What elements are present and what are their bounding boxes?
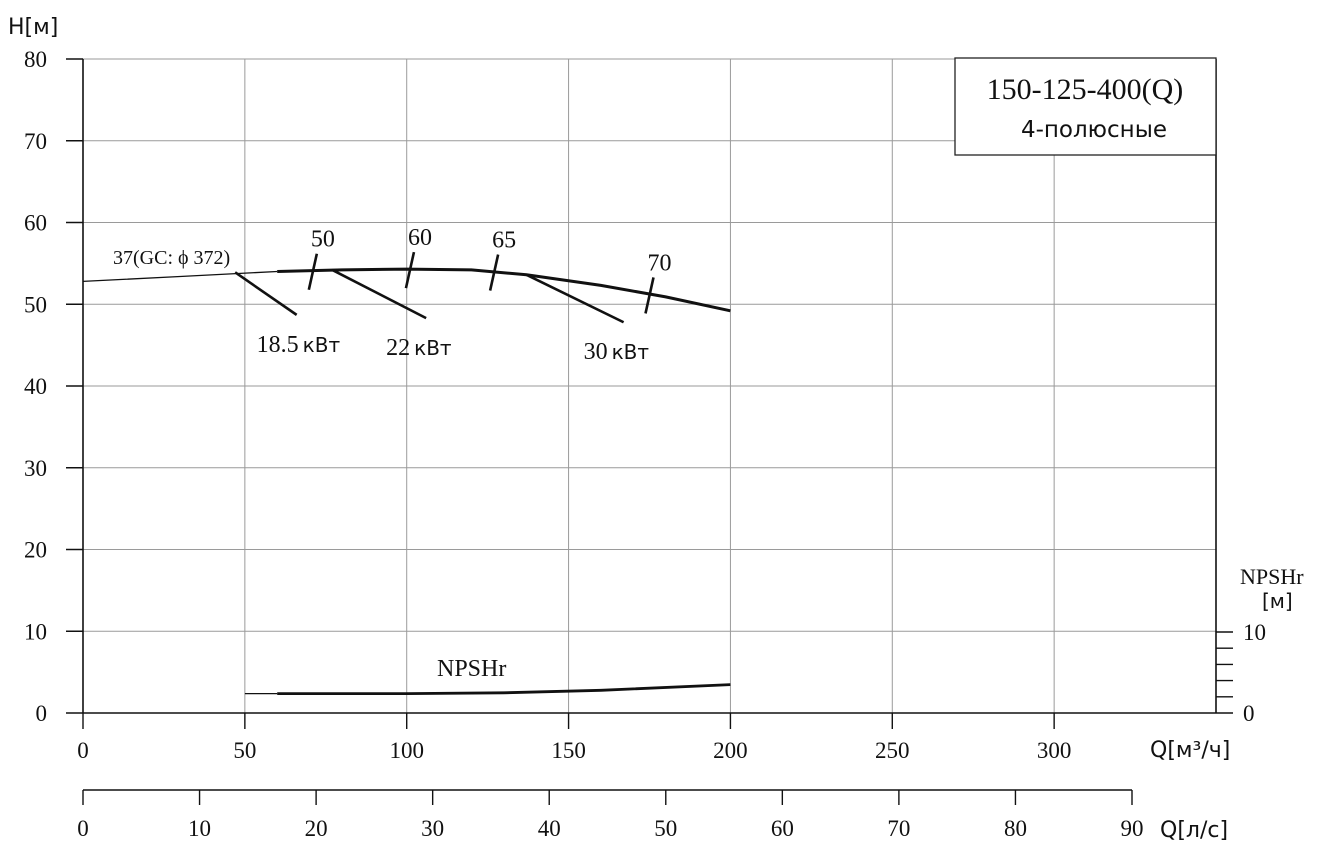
power-label: 22 кВт bbox=[386, 335, 452, 361]
x2-tick-label: 50 bbox=[654, 816, 677, 841]
x2-tick-label: 60 bbox=[771, 816, 794, 841]
annotations: 50 60 65 70 18.5 кВт 22 кВт 30 кВт bbox=[234, 225, 672, 365]
x2-tick-label: 40 bbox=[538, 816, 561, 841]
x2-tick-label: 70 bbox=[887, 816, 910, 841]
efficiency-mark bbox=[307, 253, 319, 291]
x-tick-label: 150 bbox=[551, 738, 586, 763]
y2-axis-unit: [м] bbox=[1262, 589, 1293, 613]
x-tick-label: 0 bbox=[77, 738, 89, 763]
y2-axis-label: NPSHr bbox=[1240, 564, 1304, 589]
power-leader-line bbox=[234, 271, 298, 316]
y-tick-label: 0 bbox=[36, 701, 48, 726]
curve-label-37: 37(GC: ϕ 372) bbox=[113, 247, 230, 269]
y-tick-label: 30 bbox=[24, 456, 47, 481]
y-tick-label: 50 bbox=[24, 292, 47, 317]
y2-tick-label: 10 bbox=[1243, 620, 1266, 645]
x-tick-label: 50 bbox=[233, 738, 256, 763]
y-tick-label: 80 bbox=[24, 47, 47, 72]
npshr-curve bbox=[277, 683, 731, 695]
x2-tick-label: 90 bbox=[1121, 816, 1144, 841]
efficiency-mark bbox=[488, 254, 500, 291]
y2-tick-label: 0 bbox=[1243, 701, 1255, 726]
efficiency-mark bbox=[644, 277, 655, 314]
curves bbox=[82, 267, 731, 695]
power-label: 30 кВт bbox=[584, 339, 650, 365]
power-label: 18.5 кВт bbox=[257, 332, 341, 358]
power-leader-line bbox=[331, 268, 427, 320]
x2-tick-label: 10 bbox=[188, 816, 211, 841]
power-leader-line bbox=[525, 273, 625, 324]
grid bbox=[83, 58, 1216, 713]
x-tick-label: 300 bbox=[1037, 738, 1072, 763]
efficiency-label: 70 bbox=[648, 250, 672, 276]
y-tick-label: 70 bbox=[24, 129, 47, 154]
x2-axis-label: Q[л/с] bbox=[1160, 818, 1228, 841]
x-axis-label: Q[м³/ч] bbox=[1150, 738, 1230, 763]
efficiency-label: 65 bbox=[492, 228, 516, 254]
hq-curve bbox=[277, 267, 731, 313]
model-box bbox=[954, 57, 1217, 156]
y-tick-label: 20 bbox=[24, 538, 47, 563]
x-tick-label: 250 bbox=[875, 738, 910, 763]
x2-tick-label: 0 bbox=[77, 816, 89, 841]
y-axis-label: H[м] bbox=[8, 15, 58, 40]
y-tick-label: 60 bbox=[24, 211, 47, 236]
x-tick-label: 200 bbox=[713, 738, 748, 763]
efficiency-label: 50 bbox=[311, 227, 335, 253]
x2-tick-label: 80 bbox=[1004, 816, 1027, 841]
model-title: 150-125-400(Q) bbox=[987, 73, 1184, 106]
x2-tick-label: 30 bbox=[421, 816, 444, 841]
x-tick-label: 100 bbox=[389, 738, 424, 763]
efficiency-mark bbox=[404, 251, 416, 289]
npshr-curve-label: NPSHr bbox=[437, 656, 506, 682]
y-tick-label: 40 bbox=[24, 374, 47, 399]
hq-curve-thin bbox=[82, 270, 278, 283]
efficiency-label: 60 bbox=[408, 225, 432, 251]
y-tick-label: 10 bbox=[24, 619, 47, 644]
model-subtitle: 4-полюсные bbox=[1021, 117, 1167, 143]
x2-tick-label: 20 bbox=[305, 816, 328, 841]
